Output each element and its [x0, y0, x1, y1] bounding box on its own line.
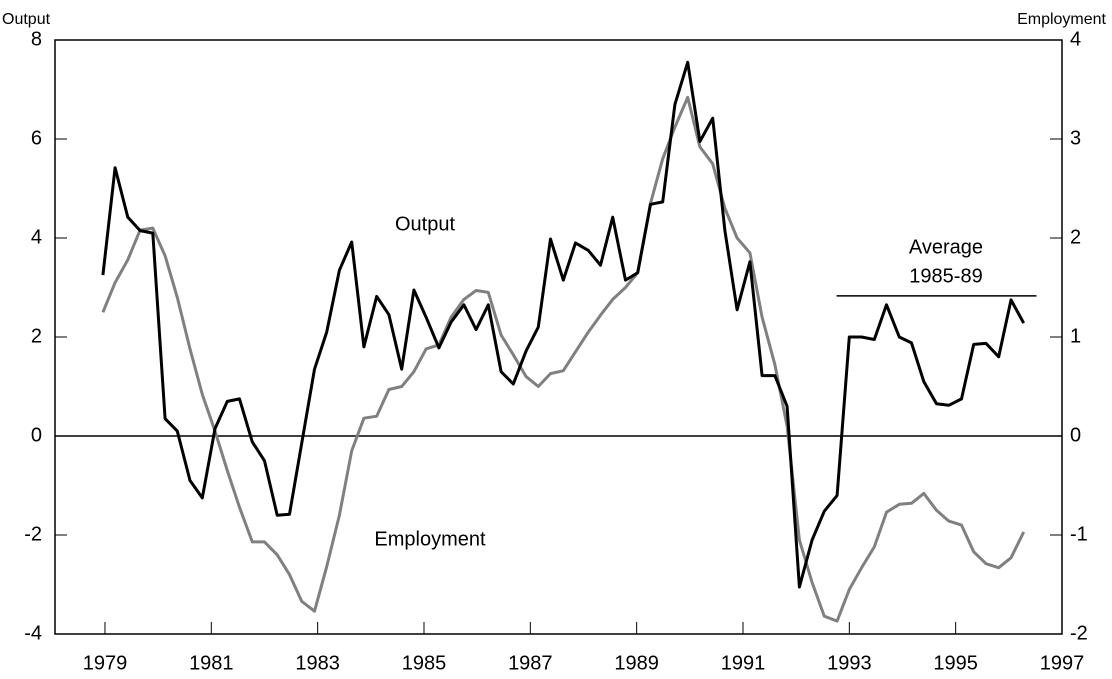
annotation: Employment: [374, 528, 486, 550]
y-tick-label: 6: [31, 127, 42, 149]
line-series: [101, 60, 1026, 589]
annotation: Average: [909, 236, 983, 258]
y2-tick-label: -2: [1070, 622, 1088, 644]
x-tick-label: 1993: [827, 652, 872, 674]
x-tick-label: 1983: [295, 652, 340, 674]
x-tick-label: 1979: [83, 652, 128, 674]
x-tick-label: 1981: [189, 652, 234, 674]
y-tick-label: 0: [31, 424, 42, 446]
y2-tick-label: -1: [1070, 523, 1088, 545]
y2-tick-label: 0: [1070, 424, 1081, 446]
x-tick-label: 1989: [614, 652, 659, 674]
y2-tick-label: 3: [1070, 127, 1081, 149]
y2-tick-label: 1: [1070, 325, 1081, 347]
annotation: Output: [395, 213, 455, 235]
x-tick-label: 1985: [402, 652, 447, 674]
plot-frame: [54, 39, 1063, 635]
x-tick-label: 1995: [933, 652, 978, 674]
line-series: [101, 95, 1026, 623]
y-tick-label: 2: [31, 325, 42, 347]
y-tick-label: 8: [31, 28, 42, 50]
annotation: 1985-89: [909, 265, 982, 287]
y-tick-label: 4: [31, 226, 42, 248]
y2-tick-label: 2: [1070, 226, 1081, 248]
y2-axis-label: Employment: [1017, 11, 1106, 28]
y-tick-label: -4: [24, 622, 42, 644]
y2-tick-label: 4: [1070, 28, 1081, 50]
y-axis-label: Output: [2, 11, 51, 28]
x-tick-label: 1991: [721, 652, 766, 674]
x-tick-label: 1987: [508, 652, 553, 674]
y-tick-label: -2: [24, 523, 42, 545]
x-tick-label: 1997: [1040, 652, 1085, 674]
